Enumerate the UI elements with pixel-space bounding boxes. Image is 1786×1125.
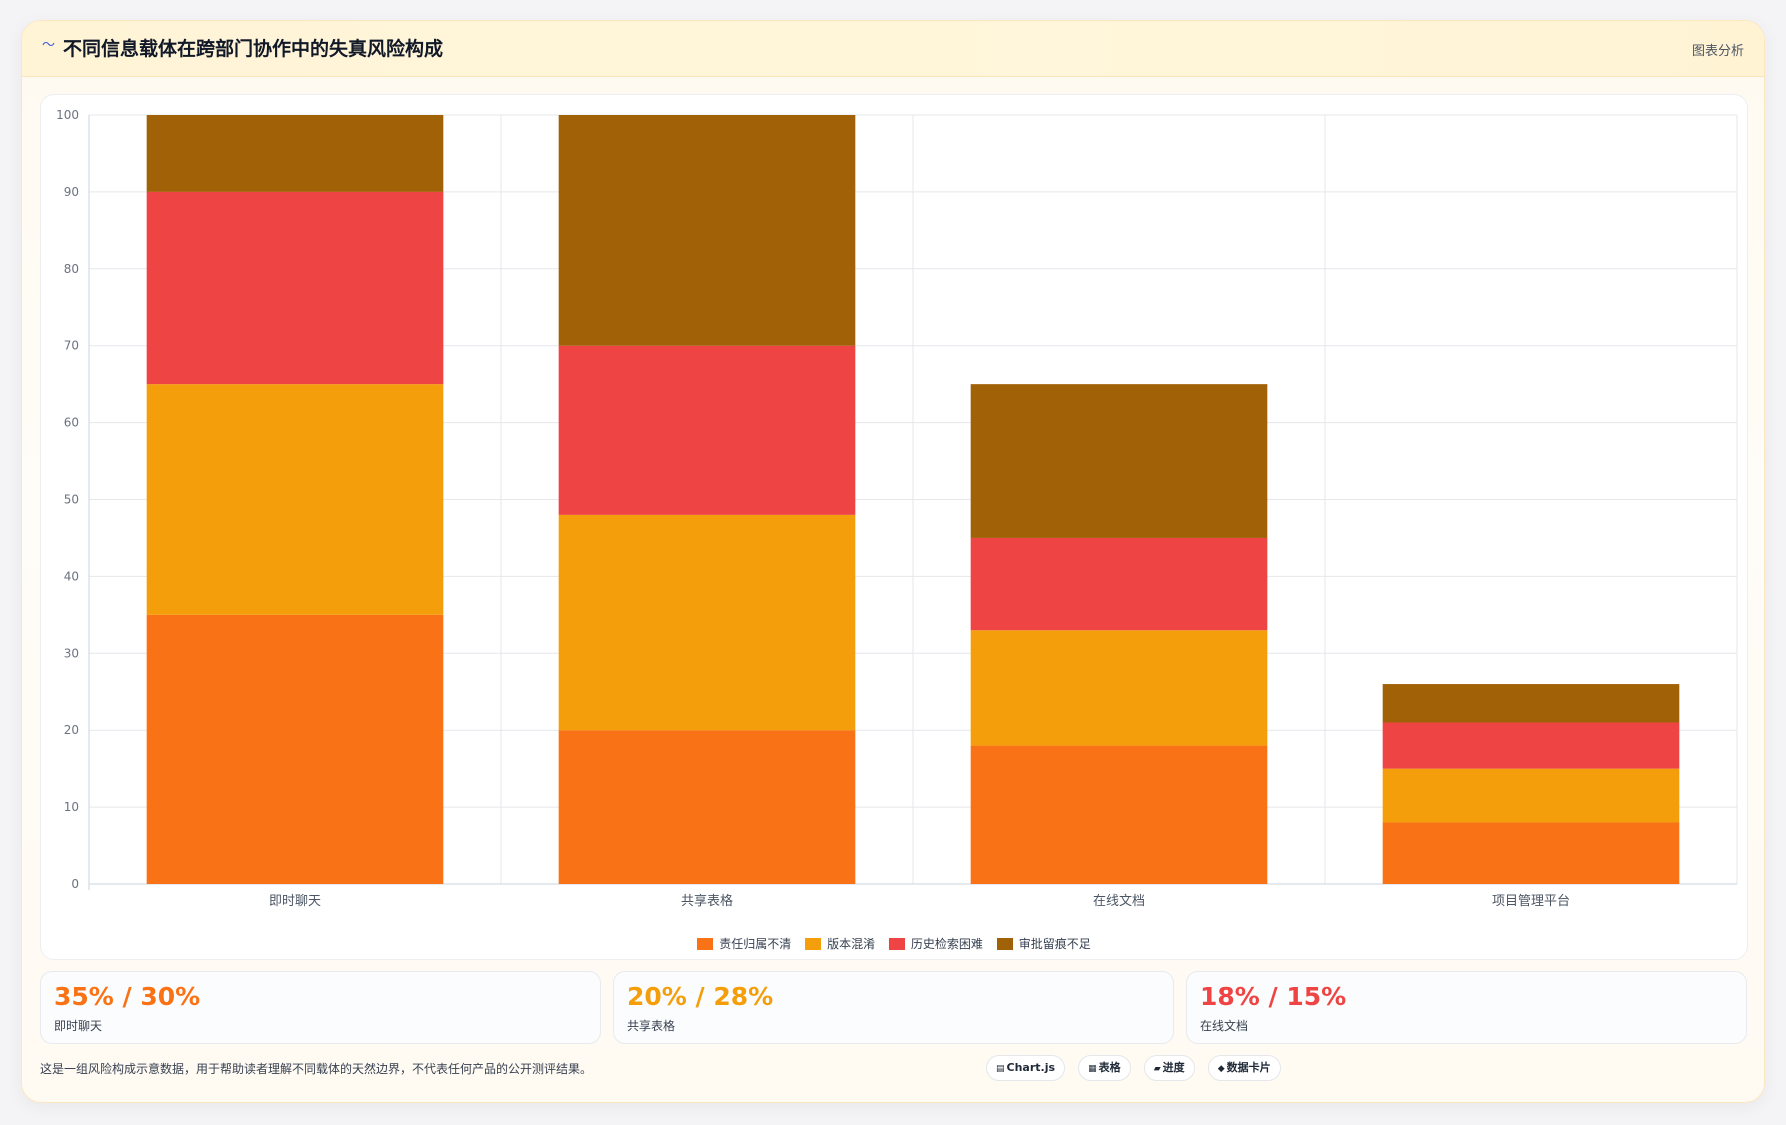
chip-data-card[interactable]: ◆ 数据卡片: [1207, 1055, 1281, 1081]
x-tick-label: 共享表格: [681, 893, 733, 909]
bar-segment: [146, 614, 444, 884]
y-tick-label: 0: [71, 877, 79, 891]
bar-segment: [146, 191, 444, 385]
legend-item[interactable]: 责任归属不清: [697, 935, 791, 952]
bar-segment: [558, 514, 856, 731]
legend-swatch: [805, 938, 822, 950]
y-tick-label: 40: [64, 569, 79, 583]
stat-label: 在线文档: [1200, 1019, 1249, 1033]
bar-segment: [146, 115, 444, 192]
chart-card: 〜 不同信息载体在跨部门协作中的失真风险构成 图表分析 0 10 20 30 40 50 6…: [21, 20, 1765, 1103]
bar-segment: [558, 345, 856, 515]
stat-value: 35% / 30%: [54, 982, 201, 1011]
legend-swatch: [697, 938, 714, 950]
bar-segment: [970, 384, 1268, 538]
bar-segment: [558, 115, 856, 346]
chip-label: Chart.js: [1006, 1061, 1056, 1074]
x-tick-label: 即时聊天: [269, 894, 321, 909]
bar-segment: [146, 384, 444, 615]
data-card-icon: ◆: [1217, 1064, 1225, 1074]
stat-label: 共享表格: [627, 1019, 676, 1033]
progress-icon: ▰: [1153, 1064, 1161, 1074]
chip-table[interactable]: ▦ 表格: [1078, 1055, 1131, 1081]
bar-segment: [1382, 684, 1680, 723]
stat-value: 20% / 28%: [627, 982, 774, 1011]
legend-item[interactable]: 历史检索困难: [888, 935, 983, 952]
y-tick-label: 20: [64, 723, 79, 737]
legend-item[interactable]: 审批留痕不足: [996, 935, 1091, 952]
chart-icon: ▤: [996, 1064, 1005, 1074]
stat-value: 18% / 15%: [1200, 982, 1347, 1011]
chart-analysis-tag[interactable]: 图表分析: [1691, 44, 1744, 59]
card-header: 〜 不同信息载体在跨部门协作中的失真风险构成 图表分析: [22, 21, 1764, 77]
bar-segment: [1382, 768, 1680, 823]
y-tick-label: 100: [56, 108, 79, 122]
bar-segment: [970, 745, 1268, 884]
y-tick-label: 80: [64, 262, 79, 276]
stat-card-instant-chat: 35% / 30% 即时聊天: [40, 971, 601, 1044]
bar-segment: [558, 730, 856, 884]
wave-icon: 〜: [42, 38, 56, 53]
y-tick-label: 10: [64, 800, 79, 814]
y-tick-label: 70: [64, 339, 79, 353]
stat-card-online-doc: 18% / 15% 在线文档: [1186, 971, 1747, 1044]
legend-swatch: [888, 938, 905, 950]
stat-label: 即时聊天: [54, 1019, 103, 1033]
stat-card-shared-sheet: 20% / 28% 共享表格: [613, 971, 1174, 1044]
bar-segment: [970, 630, 1268, 746]
y-tick-label: 30: [64, 646, 79, 660]
chip-label: 表格: [1098, 1061, 1121, 1074]
chart-panel: 0 10 20 30 40 50 60 70 80 90 100 即时聊天 共享表格 在线文档 项目管理平台…: [40, 94, 1748, 960]
y-tick-label: 90: [64, 185, 79, 199]
legend-label: 版本混淆: [827, 937, 876, 951]
x-tick-label: 项目管理平台: [1492, 894, 1570, 909]
chart-legend: 责任归属不清 版本混淆 历史检索困难 审批留痕不足: [41, 935, 1747, 952]
bar-segment: [1382, 822, 1680, 884]
bar-segment: [1382, 722, 1680, 769]
legend-label: 审批留痕不足: [1018, 937, 1091, 951]
footer-note: 这是一组风险构成示意数据，用于帮助读者理解不同载体的天然边界，不代表任何产品的公…: [40, 1062, 593, 1076]
chip-progress[interactable]: ▰ 进度: [1143, 1055, 1195, 1081]
legend-swatch: [996, 938, 1013, 950]
y-tick-label: 50: [64, 493, 79, 507]
chip-label: 进度: [1162, 1061, 1185, 1074]
x-tick-label: 在线文档: [1093, 894, 1145, 909]
chip-chartjs[interactable]: ▤ Chart.js: [986, 1055, 1066, 1081]
stat-cards: 35% / 30% 即时聊天 20% / 28% 共享表格 18% / 15% …: [40, 971, 1748, 1044]
page-title: 不同信息载体在跨部门协作中的失真风险构成: [63, 38, 444, 60]
legend-label: 责任归属不清: [719, 937, 792, 951]
tech-chips: ▤ Chart.js ▦ 表格 ▰ 进度 ◆ 数据卡片: [986, 1055, 1289, 1081]
stacked-bar-chart: 0 10 20 30 40 50 60 70 80 90 100 即时聊天 共享表格 在线文档 项目管理平台: [56, 108, 1738, 909]
chip-label: 数据卡片: [1226, 1061, 1271, 1074]
y-tick-label: 60: [64, 416, 79, 430]
legend-item[interactable]: 版本混淆: [805, 935, 875, 952]
bar-segment: [970, 537, 1268, 631]
legend-label: 历史检索困难: [910, 937, 983, 951]
table-icon: ▦: [1088, 1064, 1097, 1074]
